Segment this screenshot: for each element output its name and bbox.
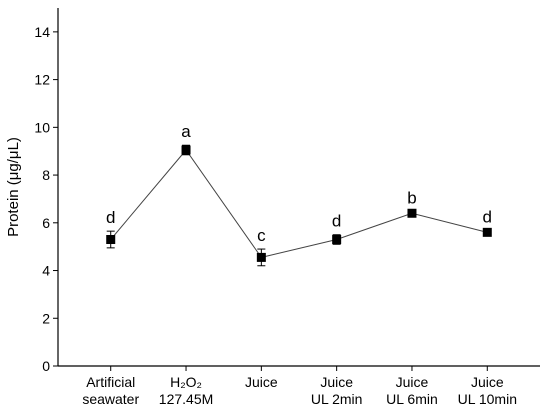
significance-label: a — [181, 122, 191, 141]
x-tick-label: UL 2min — [311, 391, 363, 407]
y-tick-label: 4 — [42, 263, 50, 279]
series-line — [110, 149, 488, 258]
y-tick-label: 10 — [34, 119, 50, 135]
data-point — [256, 252, 266, 262]
data-point — [332, 235, 342, 245]
significance-label: b — [407, 188, 416, 207]
significance-label: d — [483, 207, 492, 226]
x-tick-label: UL 10min — [458, 391, 517, 407]
x-tick-label: Juice — [320, 374, 353, 390]
significance-label: c — [257, 226, 266, 245]
x-tick-label: UL 6min — [386, 391, 438, 407]
y-tick-label: 6 — [42, 215, 50, 231]
x-tick-label: Artificial — [86, 374, 135, 390]
significance-label: d — [106, 208, 115, 227]
y-tick-label: 14 — [34, 24, 50, 40]
y-axis-title: Protein (μg/μL) — [5, 137, 22, 237]
y-tick-label: 2 — [42, 310, 50, 326]
significance-label: d — [332, 212, 341, 231]
y-tick-label: 0 — [42, 358, 50, 374]
y-tick-label: 12 — [34, 72, 50, 88]
data-point — [106, 235, 116, 245]
data-point — [482, 227, 492, 237]
x-tick-label: seawater — [82, 391, 139, 407]
data-point — [181, 145, 191, 155]
y-tick-label: 8 — [42, 167, 50, 183]
y-ticks: 0 2 4 6 8 10 12 14 — [34, 24, 58, 374]
x-tick-label: Juice — [245, 374, 278, 390]
x-tick-label: H₂O₂ — [170, 374, 202, 390]
data-point — [407, 208, 417, 218]
x-tick-label: 127.45M — [159, 391, 213, 407]
x-tick-label: Juice — [471, 374, 504, 390]
axes — [57, 8, 540, 367]
x-tick-label: Juice — [396, 374, 429, 390]
plot-area: d a c d b d — [106, 122, 492, 267]
